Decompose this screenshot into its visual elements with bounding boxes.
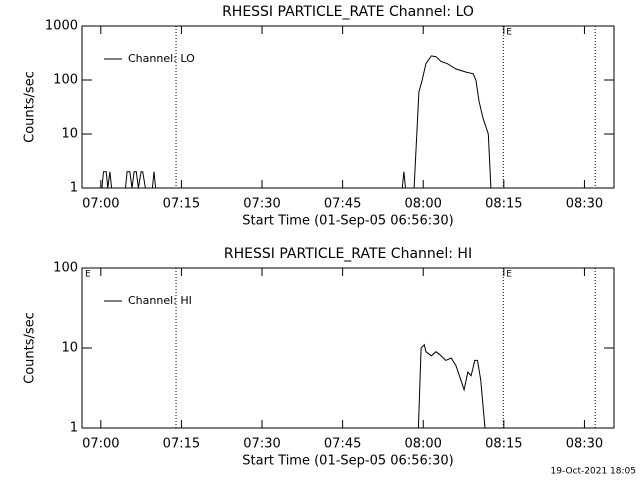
x-tick-label: 08:30 [566, 437, 603, 452]
y-tick-label: 1 [70, 181, 78, 196]
legend-label: Channel: LO [128, 52, 195, 65]
data-line [82, 55, 614, 189]
y-tick-label: 1000 [45, 19, 78, 34]
x-tick-label: 08:00 [404, 437, 441, 452]
chart-title: RHESSI PARTICLE_RATE Channel: HI [224, 246, 472, 262]
x-tick-label: 08:00 [404, 197, 441, 212]
y-tick-label: 1 [70, 421, 78, 436]
footer: 19-Oct-2021 18:05 [551, 467, 636, 477]
x-axis-label: Start Time (01-Sep-05 06:56:30) [242, 214, 453, 229]
x-tick-label: 07:00 [82, 437, 119, 452]
annotation: E [506, 270, 512, 280]
legend-label: Channel: HI [128, 294, 192, 307]
x-tick-label: 07:15 [163, 437, 200, 452]
data-line [82, 343, 614, 429]
y-tick-label: 10 [61, 127, 78, 142]
y-tick-label: 10 [61, 341, 78, 356]
x-tick-label: 08:30 [566, 197, 603, 212]
x-tick-label: 07:30 [243, 197, 280, 212]
annotation: E [85, 270, 91, 280]
y-tick-label: 100 [53, 73, 78, 88]
x-tick-label: 08:15 [485, 437, 522, 452]
x-tick-label: 07:45 [324, 197, 361, 212]
x-tick-label: 07:45 [324, 437, 361, 452]
y-axis-label: Counts/sec [23, 71, 38, 143]
x-axis-label: Start Time (01-Sep-05 06:56:30) [242, 454, 453, 469]
x-tick-label: 07:15 [163, 197, 200, 212]
annotation: E [506, 28, 512, 38]
y-axis-label: Counts/sec [23, 312, 38, 384]
chart-title: RHESSI PARTICLE_RATE Channel: LO [222, 4, 474, 20]
x-tick-label: 07:00 [82, 197, 119, 212]
x-tick-label: 08:15 [485, 197, 522, 212]
x-tick-label: 07:30 [243, 437, 280, 452]
y-tick-label: 100 [53, 261, 78, 276]
